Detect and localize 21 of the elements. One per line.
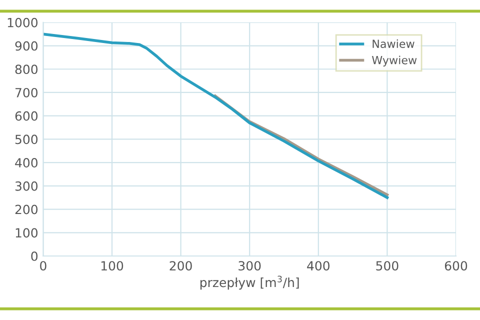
x-axis-title: przepływ [m$^{3}$/h]	[200, 276, 299, 290]
x-tick-label: 300	[238, 261, 261, 271]
legend-label: Wywiew	[372, 56, 417, 66]
y-tick-label: 800	[15, 64, 38, 74]
y-tick-label: 1000	[8, 18, 38, 28]
y-tick-label: 300	[15, 181, 38, 191]
y-tick-label: 0	[31, 251, 38, 261]
x-tick-label: 0	[40, 261, 46, 271]
y-tick-label: 400	[15, 158, 38, 168]
y-tick-label: 500	[15, 134, 38, 144]
y-tick-label: 900	[15, 41, 38, 51]
x-tick-label: 500	[376, 261, 398, 271]
legend-label: Nawiew	[372, 39, 414, 48]
y-tick-label: 100	[16, 228, 38, 238]
y-tick-label: 700	[16, 88, 38, 98]
x-tick-label: 200	[170, 261, 192, 271]
x-tick-label: 400	[307, 261, 330, 271]
y-tick-label: 600	[15, 111, 38, 121]
x-tick-label: 600	[444, 261, 468, 271]
y-tick-label: 200	[15, 204, 38, 214]
x-tick-label: 100	[101, 261, 124, 271]
